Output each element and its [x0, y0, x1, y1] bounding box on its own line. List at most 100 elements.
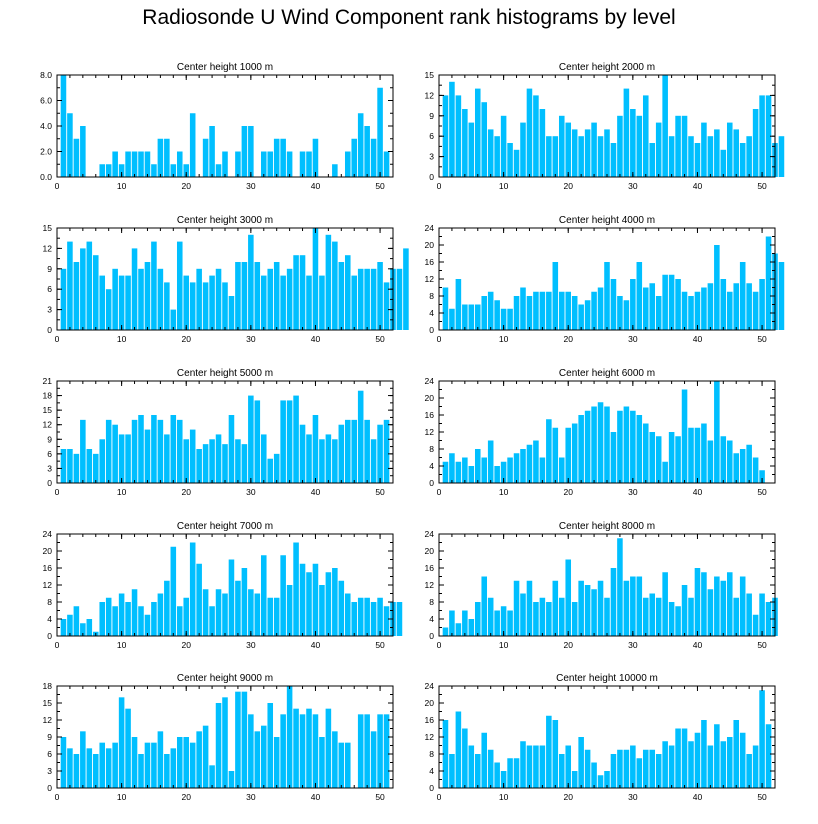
x-tick-label: 10 [117, 640, 127, 650]
histogram-bar [125, 708, 131, 788]
histogram-bar [681, 389, 688, 483]
histogram-bar [273, 138, 280, 177]
histogram-bar [526, 745, 533, 788]
histogram-bar [80, 419, 86, 483]
histogram-bar [312, 563, 319, 636]
histogram-bar [383, 282, 390, 330]
histogram-bar [474, 754, 481, 788]
histogram-bar [707, 136, 714, 177]
histogram-bar [694, 568, 701, 636]
histogram-bar [675, 115, 681, 177]
y-tick-label: 24 [425, 376, 435, 386]
histogram-bar [571, 129, 578, 177]
histogram-bar [280, 400, 286, 483]
histogram-bar [726, 440, 733, 483]
y-tick-label: 18 [43, 681, 53, 691]
x-tick-label: 50 [375, 640, 385, 650]
histogram-bar [552, 262, 559, 330]
histogram-bar [668, 136, 675, 177]
histogram-bar [125, 434, 131, 483]
x-tick-label: 20 [181, 640, 191, 650]
y-tick-label: 12 [425, 90, 435, 100]
figure-title: Radiosonde U Wind Component rank histogr… [142, 6, 676, 29]
histogram-bar [726, 572, 733, 636]
histogram-bar [105, 419, 112, 483]
panel-title: Center height 1000 m [177, 62, 273, 73]
y-tick-label: 24 [425, 223, 435, 233]
histogram-bar [112, 151, 118, 177]
histogram-bar [604, 406, 610, 483]
x-tick-label: 10 [499, 487, 509, 497]
histogram-bar [112, 424, 118, 483]
histogram-bar [520, 741, 526, 788]
histogram-bar [267, 151, 274, 177]
x-tick-label: 50 [375, 792, 385, 802]
histogram-bar [280, 138, 286, 177]
histogram-bar [403, 248, 409, 330]
histogram-bar [338, 742, 345, 788]
x-tick-label: 50 [375, 334, 385, 344]
histogram-bar [306, 708, 312, 788]
histogram-bar [364, 268, 370, 330]
histogram-bar [642, 287, 649, 330]
histogram-bar [494, 610, 500, 636]
histogram-bar [273, 737, 280, 788]
y-tick-label: 0 [429, 631, 434, 641]
histogram-bar [617, 538, 623, 636]
y-tick-label: 18 [43, 391, 53, 401]
histogram-bar [73, 138, 80, 177]
histogram-bar [144, 614, 151, 636]
histogram-bar [688, 741, 694, 788]
histogram-bar [507, 610, 513, 636]
y-tick-label: 24 [43, 529, 53, 539]
histogram-bar [565, 291, 572, 330]
histogram-bar [164, 282, 170, 330]
histogram-bar [377, 87, 383, 177]
histogram-bar [500, 308, 507, 330]
histogram-bar [306, 151, 312, 177]
x-tick-label: 30 [246, 334, 256, 344]
histogram-bar [630, 410, 636, 483]
histogram-bar [449, 754, 455, 788]
x-tick-label: 30 [628, 487, 638, 497]
histogram-bar [215, 434, 222, 483]
panel-title: Center height 4000 m [559, 215, 655, 226]
histogram-bar [675, 728, 681, 788]
histogram-bar [636, 262, 643, 330]
x-tick-label: 50 [757, 181, 767, 191]
histogram-bar [157, 593, 164, 636]
histogram-bar [617, 410, 623, 483]
histogram-bar [604, 129, 610, 177]
histogram-bar [565, 559, 572, 636]
y-tick-label: 4 [429, 614, 434, 624]
histogram-bar [449, 308, 455, 330]
histogram-bar [681, 728, 688, 788]
histogram-bar [254, 262, 261, 330]
histogram-bar [584, 300, 591, 330]
x-tick-label: 20 [563, 181, 573, 191]
histogram-bar [299, 255, 306, 330]
histogram-bar [707, 589, 714, 636]
histogram-bar [228, 296, 235, 330]
histogram-bar [733, 597, 740, 636]
y-tick-label: 12 [425, 274, 435, 284]
histogram-bar [299, 424, 306, 483]
y-tick-label: 0 [47, 478, 52, 488]
histogram-bar [118, 593, 125, 636]
histogram-bar [507, 143, 513, 177]
histogram-bar [222, 593, 228, 636]
panel-title: Center height 10000 m [556, 673, 658, 684]
histogram-bar [228, 559, 235, 636]
histogram-bar [765, 602, 772, 636]
histogram-bar [552, 580, 559, 636]
histogram-bar [80, 623, 86, 636]
histogram-bar [539, 457, 546, 483]
y-tick-label: 0 [47, 783, 52, 793]
histogram-bar [357, 390, 364, 483]
histogram-bar [449, 610, 455, 636]
histogram-bar [746, 283, 752, 330]
histogram-bar [383, 151, 390, 177]
panel-title: Center height 6000 m [559, 368, 655, 379]
histogram-bar [260, 725, 267, 788]
histogram-bar [533, 745, 539, 788]
